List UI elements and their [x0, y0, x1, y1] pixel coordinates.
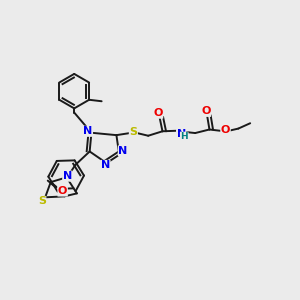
- Text: N: N: [101, 160, 110, 170]
- Text: N: N: [83, 126, 92, 136]
- Text: N: N: [118, 146, 128, 156]
- Text: S: S: [38, 196, 46, 206]
- Text: N: N: [177, 129, 186, 139]
- Text: O: O: [153, 108, 163, 118]
- Text: O: O: [58, 186, 67, 196]
- Text: S: S: [129, 127, 137, 137]
- Text: O: O: [201, 106, 211, 116]
- Text: O: O: [221, 125, 230, 135]
- Text: N: N: [63, 171, 72, 181]
- Text: H: H: [180, 132, 188, 141]
